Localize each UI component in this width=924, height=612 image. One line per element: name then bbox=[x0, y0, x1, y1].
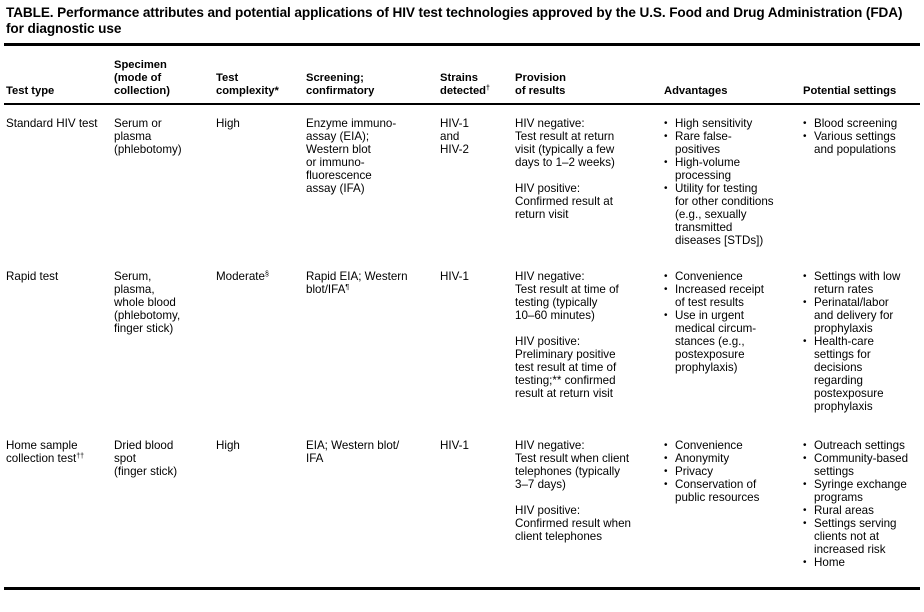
cell-text: Serum, plasma, whole blood (phlebotomy, … bbox=[114, 270, 181, 335]
cell-text: Standard HIV test bbox=[6, 117, 98, 130]
table-title: TABLE. Performance attributes and potent… bbox=[6, 5, 903, 36]
column-header-label: Screening; confirmatory bbox=[306, 72, 375, 97]
list-item: Increased receipt of test results bbox=[664, 283, 764, 309]
cell-text: High bbox=[216, 117, 240, 130]
list-item: Settings with low return rates bbox=[803, 270, 900, 296]
cell-text: EIA; Western blot/ IFA bbox=[306, 439, 400, 465]
list-item: Health-care settings for decisions regar… bbox=[803, 335, 900, 413]
column-header-complexity: Test complexity* bbox=[216, 72, 279, 98]
cell-settings: Outreach settingsCommunity-based setting… bbox=[803, 439, 908, 569]
cell-provision: HIV negative: Test result at return visi… bbox=[515, 117, 615, 221]
cell-specimen: Dried blood spot (finger stick) bbox=[114, 439, 177, 478]
list-item: Various settings and populations bbox=[803, 130, 897, 156]
cell-text: HIV-1 and HIV-2 bbox=[440, 117, 469, 156]
list-item: Conservation of public resources bbox=[664, 478, 759, 504]
column-header-screening: Screening; confirmatory bbox=[306, 72, 374, 98]
cell-text: HIV-1 bbox=[440, 270, 469, 283]
list-item: Privacy bbox=[664, 465, 759, 478]
cell-text: High bbox=[216, 439, 240, 452]
footnote-marker: § bbox=[264, 271, 269, 278]
result-paragraph: HIV negative: Test result at return visi… bbox=[515, 117, 615, 169]
list-item: Use in urgent medical circum- stances (e… bbox=[664, 309, 764, 374]
column-header-strains: Strains detected† bbox=[440, 72, 490, 98]
list-item: Perinatal/labor and delivery for prophyl… bbox=[803, 296, 900, 335]
result-paragraph: HIV positive: Preliminary positive test … bbox=[515, 335, 617, 400]
footnote-marker: †† bbox=[76, 453, 85, 460]
list-item: Syringe exchange programs bbox=[803, 478, 908, 504]
cell-advantages: ConvenienceIncreased receipt of test res… bbox=[664, 270, 764, 374]
cell-test-type: Standard HIV test bbox=[6, 117, 98, 130]
list-item: Blood screening bbox=[803, 117, 897, 130]
advantages-list: ConvenienceAnonymityPrivacyConservation … bbox=[664, 439, 759, 504]
advantages-list: High sensitivityRare false- positivesHig… bbox=[664, 117, 774, 247]
column-header-label: Test complexity* bbox=[216, 72, 279, 97]
list-item: Rare false- positives bbox=[664, 130, 774, 156]
column-header-label: Specimen (mode of collection) bbox=[114, 59, 170, 97]
settings-list: Outreach settingsCommunity-based setting… bbox=[803, 439, 908, 569]
settings-list: Settings with low return ratesPerinatal/… bbox=[803, 270, 900, 413]
list-item: Convenience bbox=[664, 439, 759, 452]
list-item: Anonymity bbox=[664, 452, 759, 465]
column-header-provision: Provision of results bbox=[515, 72, 566, 98]
list-item: Outreach settings bbox=[803, 439, 908, 452]
cell-text: Serum or plasma (phlebotomy) bbox=[114, 117, 182, 156]
settings-list: Blood screeningVarious settings and popu… bbox=[803, 117, 897, 156]
cell-test-type: Rapid test bbox=[6, 270, 58, 283]
column-header-test-type: Test type bbox=[6, 85, 54, 98]
list-item: Home bbox=[803, 556, 908, 569]
cell-screening: Enzyme immuno- assay (EIA); Western blot… bbox=[306, 117, 396, 195]
cell-complexity: High bbox=[216, 439, 240, 452]
column-header-advantages: Advantages bbox=[664, 85, 727, 98]
list-item: Rural areas bbox=[803, 504, 908, 517]
column-header-settings: Potential settings bbox=[803, 85, 896, 98]
column-header-label: Advantages bbox=[664, 85, 728, 97]
cell-screening: EIA; Western blot/ IFA bbox=[306, 439, 399, 465]
cell-settings: Blood screeningVarious settings and popu… bbox=[803, 117, 897, 156]
cell-screening: Rapid EIA; Western blot/IFA¶ bbox=[306, 270, 408, 296]
cell-strains: HIV-1 bbox=[440, 439, 469, 452]
column-header-specimen: Specimen (mode of collection) bbox=[114, 59, 170, 98]
cell-text: Enzyme immuno- assay (EIA); Western blot… bbox=[306, 117, 397, 195]
advantages-list: ConvenienceIncreased receipt of test res… bbox=[664, 270, 764, 374]
cell-strains: HIV-1 and HIV-2 bbox=[440, 117, 469, 156]
bottom-rule bbox=[4, 587, 920, 590]
footnote-marker: † bbox=[486, 85, 490, 92]
top-rule bbox=[4, 43, 920, 46]
cell-text: Rapid test bbox=[6, 270, 59, 283]
list-item: High-volume processing bbox=[664, 156, 774, 182]
list-item: Settings serving clients not at increase… bbox=[803, 517, 908, 556]
cell-advantages: High sensitivityRare false- positivesHig… bbox=[664, 117, 774, 247]
cell-advantages: ConvenienceAnonymityPrivacyConservation … bbox=[664, 439, 759, 504]
cell-text: Dried blood spot (finger stick) bbox=[114, 439, 178, 478]
list-item: Community-based settings bbox=[803, 452, 908, 478]
result-paragraph: HIV positive: Confirmed result at return… bbox=[515, 182, 613, 221]
cell-text: Moderate bbox=[216, 270, 265, 283]
cell-provision: HIV negative: Test result when client te… bbox=[515, 439, 631, 543]
cell-strains: HIV-1 bbox=[440, 270, 469, 283]
list-item: Utility for testing for other conditions… bbox=[664, 182, 774, 247]
cell-complexity: High bbox=[216, 117, 240, 130]
column-header-label: Provision of results bbox=[515, 72, 566, 97]
result-paragraph: HIV positive: Confirmed result when clie… bbox=[515, 504, 631, 543]
cell-specimen: Serum, plasma, whole blood (phlebotomy, … bbox=[114, 270, 180, 335]
cell-text: Home sample collection test bbox=[6, 439, 78, 465]
cell-text: HIV-1 bbox=[440, 439, 469, 452]
cell-complexity: Moderate§ bbox=[216, 270, 269, 283]
cell-test-type: Home sample collection test†† bbox=[6, 439, 84, 465]
cell-text: Rapid EIA; Western blot/IFA bbox=[306, 270, 408, 296]
cell-specimen: Serum or plasma (phlebotomy) bbox=[114, 117, 182, 156]
header-rule bbox=[4, 103, 920, 105]
cell-provision: HIV negative: Test result at time of tes… bbox=[515, 270, 619, 400]
list-item: High sensitivity bbox=[664, 117, 774, 130]
footnote-marker: ¶ bbox=[345, 284, 350, 291]
column-header-label: Potential settings bbox=[803, 85, 897, 97]
list-item: Convenience bbox=[664, 270, 764, 283]
cell-settings: Settings with low return ratesPerinatal/… bbox=[803, 270, 900, 413]
result-paragraph: HIV negative: Test result at time of tes… bbox=[515, 270, 619, 322]
column-header-label: Strains detected bbox=[440, 72, 487, 97]
column-header-label: Test type bbox=[6, 85, 55, 97]
result-paragraph: HIV negative: Test result when client te… bbox=[515, 439, 630, 491]
